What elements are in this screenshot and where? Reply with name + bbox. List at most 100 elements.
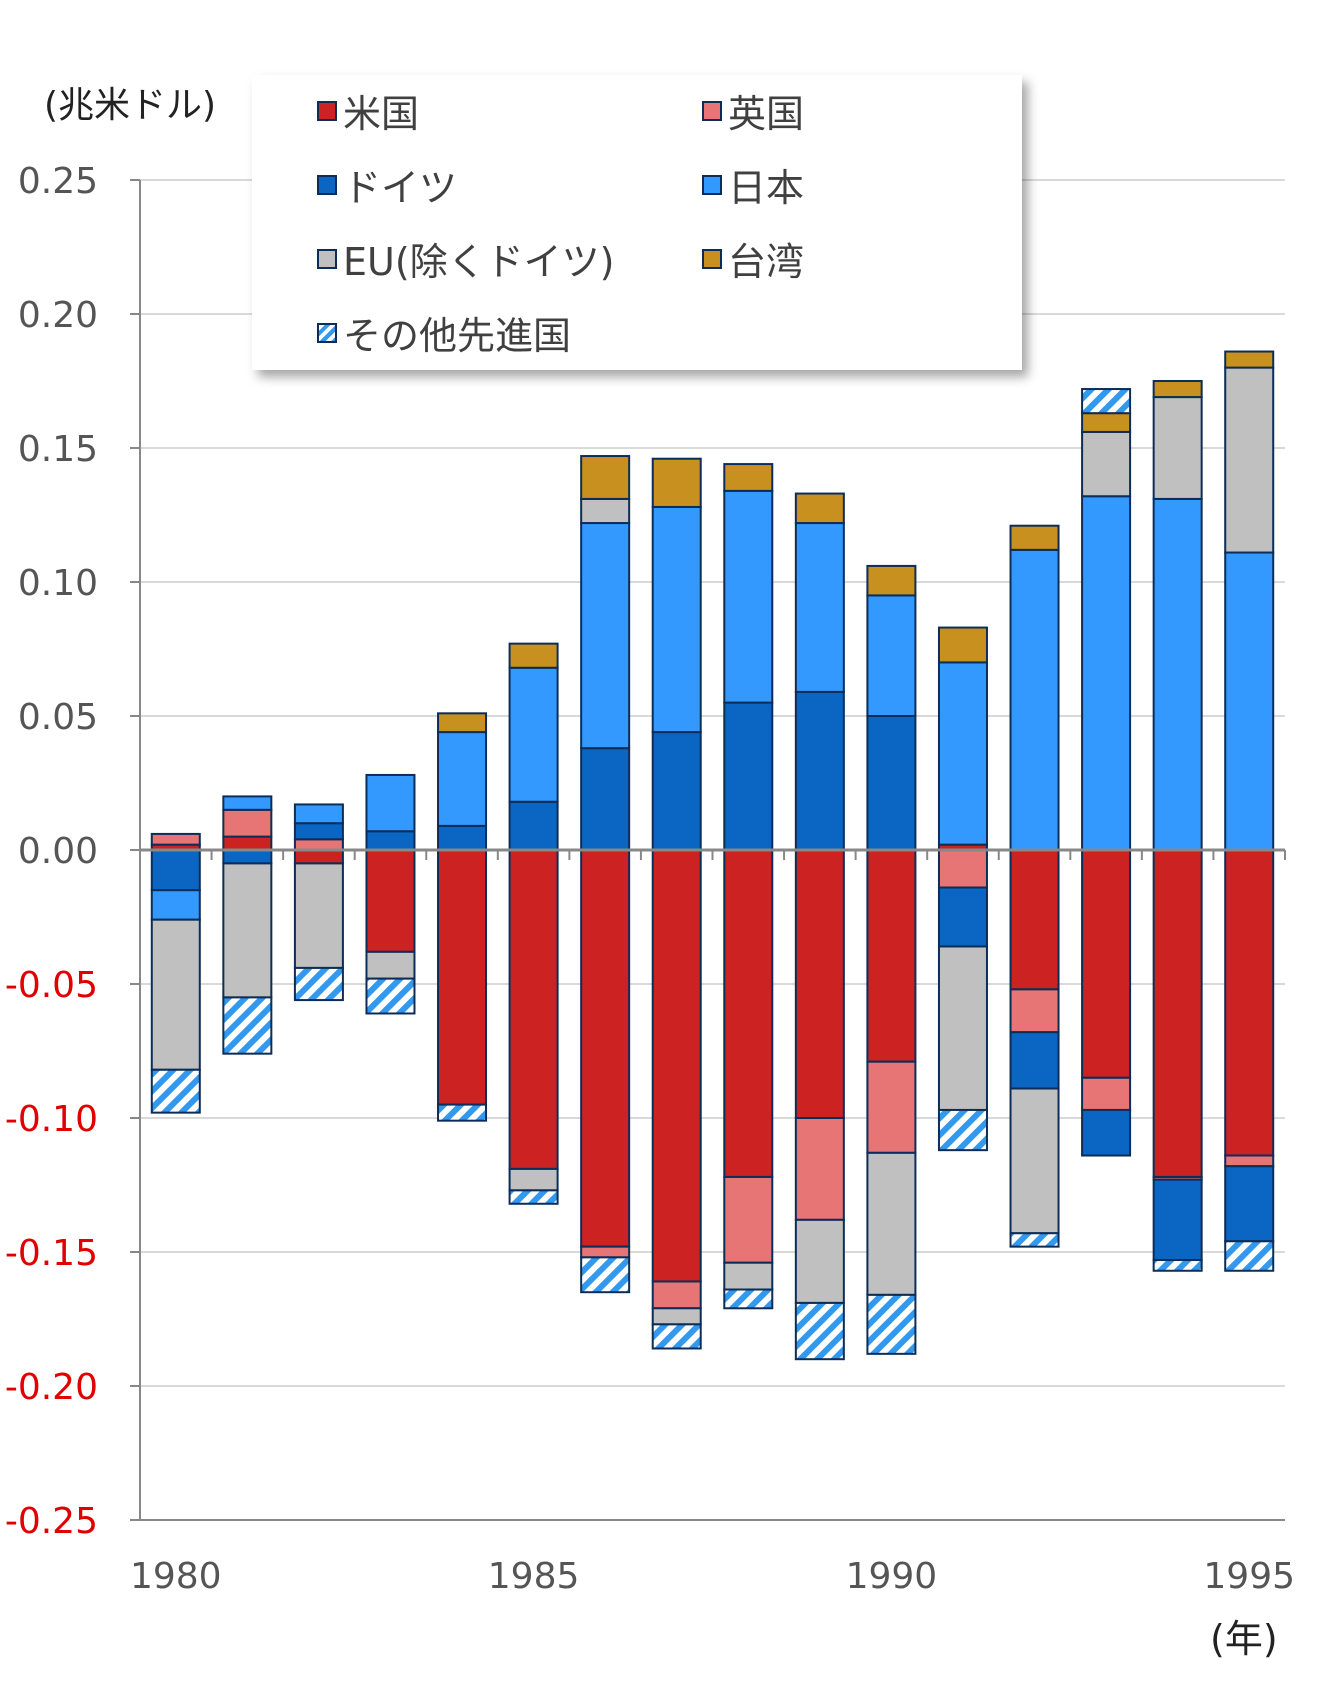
bar-us-1983 xyxy=(365,849,416,953)
bar-japan-1983 xyxy=(365,773,416,833)
bar-japan-1994 xyxy=(1152,497,1203,851)
y-tick-label: 0.00 xyxy=(18,831,98,872)
y-tick-label: -0.25 xyxy=(5,1501,98,1542)
bar-eu-1992 xyxy=(1009,1087,1060,1235)
bar-us-1981 xyxy=(222,835,273,851)
x-tick-label: 1995 xyxy=(1203,1556,1295,1597)
bar-japan-1980 xyxy=(150,889,201,921)
bar-uk-1992 xyxy=(1009,988,1060,1034)
bar-taiwan-1986 xyxy=(580,455,631,500)
bar-taiwan-1985 xyxy=(508,642,559,669)
bar-us-1989 xyxy=(794,849,845,1119)
legend-swatch-us xyxy=(317,100,337,121)
bar-japan-1982 xyxy=(293,803,344,825)
bar-taiwan-1988 xyxy=(723,463,774,492)
bar-uk-1981 xyxy=(222,808,273,838)
bar-others-1992 xyxy=(1009,1232,1060,1248)
bar-germany-1992 xyxy=(1009,1031,1060,1090)
bar-others-1991 xyxy=(937,1108,988,1152)
bar-eu-1989 xyxy=(794,1218,845,1304)
bar-others-1990 xyxy=(866,1293,917,1355)
bar-japan-1990 xyxy=(866,594,917,718)
bar-uk-1993 xyxy=(1081,1076,1132,1111)
legend-item-germany: ドイツ xyxy=(317,157,457,212)
legend-swatch-eu xyxy=(317,248,337,269)
bar-japan-1981 xyxy=(222,795,273,811)
legend-label-japan: 日本 xyxy=(728,166,805,210)
bar-uk-1987 xyxy=(651,1280,702,1310)
bar-germany-1990 xyxy=(866,715,917,851)
legend-swatch-germany xyxy=(317,174,337,195)
bar-others-1995 xyxy=(1224,1240,1275,1272)
bar-us-1984 xyxy=(437,849,488,1106)
bar-eu-1985 xyxy=(508,1167,559,1192)
bar-germany-1994 xyxy=(1152,1178,1203,1262)
bar-germany-1983 xyxy=(365,830,416,851)
bar-taiwan-1987 xyxy=(651,457,702,508)
bar-germany-1993 xyxy=(1081,1108,1132,1157)
legend-swatch-taiwan xyxy=(702,248,722,269)
bar-us-1993 xyxy=(1081,849,1132,1079)
bar-others-1989 xyxy=(794,1301,845,1361)
bar-germany-1995 xyxy=(1224,1165,1275,1243)
bar-others-1993 xyxy=(1081,388,1132,415)
bar-others-1983 xyxy=(365,977,416,1015)
bar-us-1995 xyxy=(1224,849,1275,1157)
bar-eu-1982 xyxy=(293,862,344,969)
legend-item-taiwan: 台湾 xyxy=(702,231,804,286)
bar-us-1994 xyxy=(1152,849,1203,1178)
y-tick-label: 0.05 xyxy=(18,697,98,738)
x-tick-label: 1980 xyxy=(130,1556,222,1597)
bar-us-1988 xyxy=(723,849,774,1178)
bar-japan-1991 xyxy=(937,661,988,846)
x-tick-label: 1985 xyxy=(488,1556,580,1597)
bar-germany-1989 xyxy=(794,690,845,851)
bar-germany-1980 xyxy=(150,849,201,892)
y-tick-label: 0.25 xyxy=(18,161,98,202)
bar-others-1981 xyxy=(222,996,273,1055)
bar-germany-1986 xyxy=(580,747,631,851)
bar-taiwan-1992 xyxy=(1009,524,1060,551)
legend-item-uk: 英国 xyxy=(702,83,804,138)
bar-germany-1985 xyxy=(508,800,559,852)
bar-eu-1980 xyxy=(150,918,201,1071)
bar-japan-1984 xyxy=(437,731,488,827)
legend-item-others: その他先進国 xyxy=(317,305,571,360)
bar-germany-1988 xyxy=(723,701,774,851)
y-tick-label: 0.15 xyxy=(18,429,98,470)
legend-label-others: その他先進国 xyxy=(343,314,572,358)
bar-japan-1989 xyxy=(794,522,845,693)
bar-taiwan-1991 xyxy=(937,626,988,664)
bar-eu-1995 xyxy=(1224,366,1275,554)
bar-others-1988 xyxy=(723,1288,774,1310)
bar-eu-1986 xyxy=(580,497,631,525)
bar-germany-1982 xyxy=(293,822,344,841)
bar-japan-1985 xyxy=(508,666,559,803)
bar-us-1992 xyxy=(1009,849,1060,991)
legend-item-eu: EU(除くドイツ) xyxy=(317,231,614,286)
bar-eu-1994 xyxy=(1152,396,1203,500)
legend-item-us: 米国 xyxy=(317,83,419,138)
legend: 米国 英国ドイツ 日本 EU(除くドイツ) 台湾その他先進国 xyxy=(252,75,1022,370)
bar-japan-1988 xyxy=(723,489,774,704)
bar-eu-1991 xyxy=(937,945,988,1111)
bar-japan-1993 xyxy=(1081,495,1132,851)
bar-others-1986 xyxy=(580,1256,631,1294)
legend-label-germany: ドイツ xyxy=(343,166,458,210)
bar-taiwan-1995 xyxy=(1224,350,1275,369)
bar-us-1986 xyxy=(580,849,631,1248)
y-tick-label: -0.05 xyxy=(5,965,98,1006)
bar-others-1982 xyxy=(293,966,344,1002)
bar-eu-1990 xyxy=(866,1151,917,1296)
bar-taiwan-1990 xyxy=(866,564,917,597)
y-tick-label: -0.20 xyxy=(5,1367,98,1408)
bar-uk-1995 xyxy=(1224,1154,1275,1168)
legend-swatch-japan xyxy=(702,174,722,195)
bar-japan-1992 xyxy=(1009,548,1060,852)
bar-uk-1982 xyxy=(293,838,344,852)
legend-label-eu: EU(除くドイツ) xyxy=(343,240,615,284)
legend-item-japan: 日本 xyxy=(702,157,804,212)
bar-us-1982 xyxy=(293,849,344,865)
bar-germany-1981 xyxy=(222,849,273,865)
x-axis-unit-label: (年) xyxy=(1210,1617,1278,1661)
